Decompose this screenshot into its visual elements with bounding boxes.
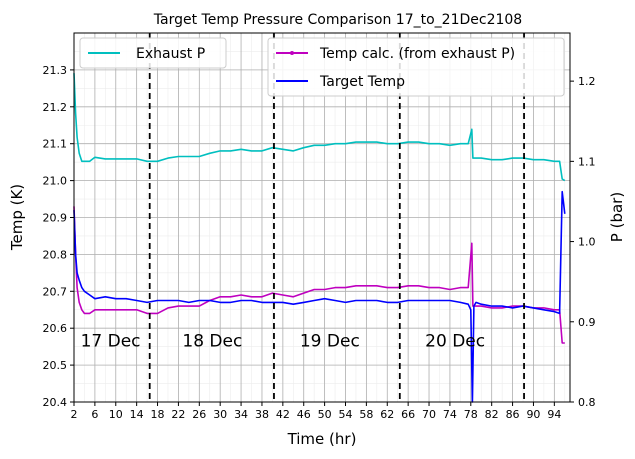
y-right-tick-label: 1.0 — [578, 236, 596, 249]
legend-label: Exhaust P — [136, 46, 205, 62]
day-labels: 17 Dec 18 Dec 19 Dec 20 Dec — [81, 332, 486, 352]
x-tick-label: 66 — [401, 408, 415, 421]
x-tick-label: 6 — [91, 408, 98, 421]
legend-marker — [290, 51, 294, 55]
chart-title: Target Temp Pressure Comparison 17_to_21… — [153, 12, 522, 28]
y-right-tick-label: 1.1 — [578, 155, 596, 168]
day-label: 18 Dec — [182, 332, 242, 352]
x-tick-label: 30 — [213, 408, 227, 421]
x-tick-label: 34 — [234, 408, 248, 421]
y-right-tick-label: 1.2 — [578, 75, 596, 88]
legend-box — [267, 37, 565, 97]
y-axis-left-ticks: 20.4 20.5 20.6 20.7 20.8 20.9 21.0 21.1 21.2 21.3 — [43, 64, 74, 409]
x-tick-label: 70 — [422, 408, 436, 421]
legend-exhaust: Exhaust P — [79, 37, 227, 69]
x-tick-label: 38 — [255, 408, 269, 421]
y-right-tick-label: 0.8 — [578, 396, 596, 409]
x-tick-label: 22 — [171, 408, 185, 421]
day-label: 20 Dec — [425, 332, 485, 352]
x-tick-label: 42 — [276, 408, 290, 421]
legend-temps: Temp calc. (from exhaust P) Target Temp — [267, 37, 565, 97]
y-left-tick-label: 20.6 — [43, 322, 68, 335]
x-axis-label: Time (hr) — [287, 430, 357, 448]
x-tick-label: 78 — [464, 408, 478, 421]
x-tick-label: 58 — [359, 408, 373, 421]
series-line-exhaust-p — [73, 73, 566, 182]
series-line-temp-calc-from-exhaust-p- — [73, 206, 565, 344]
y-left-tick-label: 20.5 — [43, 359, 68, 372]
x-tick-label: 46 — [297, 408, 311, 421]
x-tick-label: 18 — [151, 408, 165, 421]
x-tick-label: 54 — [338, 408, 352, 421]
y-left-tick-label: 21.2 — [43, 101, 68, 114]
day-label: 17 Dec — [81, 332, 141, 352]
x-tick-label: 14 — [130, 408, 144, 421]
x-tick-label: 90 — [526, 408, 540, 421]
x-tick-label: 94 — [547, 408, 561, 421]
y-right-tick-label: 0.9 — [578, 316, 596, 329]
y-left-tick-label: 21.1 — [43, 138, 68, 151]
x-tick-label: 82 — [485, 408, 499, 421]
y-axis-right-ticks: 0.8 0.9 1.0 1.1 1.2 — [570, 75, 596, 409]
x-tick-label: 86 — [506, 408, 520, 421]
y-left-tick-label: 20.8 — [43, 248, 68, 261]
series-line-target-temp — [73, 190, 566, 403]
legend-label: Target Temp — [319, 74, 405, 90]
x-tick-label: 10 — [109, 408, 123, 421]
x-tick-label: 2 — [71, 408, 78, 421]
y-axis-right-label: P (bar) — [608, 192, 626, 242]
y-left-tick-label: 20.9 — [43, 212, 68, 225]
y-left-tick-label: 21.0 — [43, 175, 68, 188]
x-tick-label: 74 — [443, 408, 457, 421]
series-layer — [73, 73, 566, 403]
legend-label: Temp calc. (from exhaust P) — [319, 46, 515, 62]
y-left-tick-label: 21.3 — [43, 64, 68, 77]
x-tick-label: 50 — [318, 408, 332, 421]
y-axis-left-label: Temp (K) — [8, 184, 26, 251]
y-left-tick-label: 20.7 — [43, 285, 68, 298]
day-label: 19 Dec — [300, 332, 360, 352]
x-axis-ticks: 2 6 10 14 18 22 26 30 34 38 42 46 50 54 58 62 66 70 74 78 82… — [71, 402, 561, 421]
legend-box — [79, 37, 227, 69]
x-tick-label: 62 — [380, 408, 394, 421]
y-left-tick-label: 20.4 — [43, 396, 68, 409]
x-tick-label: 26 — [192, 408, 206, 421]
